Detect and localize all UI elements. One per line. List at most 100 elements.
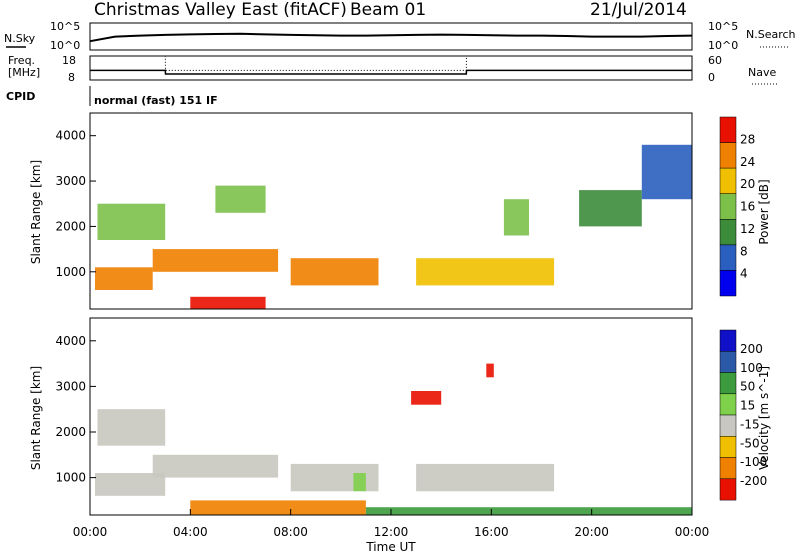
velocity-colorbar-swatch-1 (719, 351, 737, 373)
velocity-ytick-label-3: 4000 (55, 334, 86, 348)
velocity-region-0 (95, 473, 166, 496)
nave-line (90, 55, 692, 71)
x-tick-label-0: 00:00 (73, 525, 108, 539)
velocity-colorbar-swatch-3 (719, 393, 737, 416)
x-tick-label-2: 08:00 (273, 525, 308, 539)
velocity-colorbar-tick-1: 100 (740, 361, 763, 375)
velocity-region-6 (486, 363, 494, 378)
power-region-6 (416, 258, 555, 286)
power-colorbar-swatch-1 (719, 142, 737, 169)
velocity-region-7 (190, 500, 366, 515)
power-colorbar-tick-0: 4 (740, 267, 748, 281)
power-ytick-label-3: 4000 (55, 129, 86, 143)
power-colorbar-tick-2: 12 (740, 222, 755, 236)
freq-left-label-1: Freq. (8, 54, 35, 67)
freq-tick-top: 18 (62, 54, 76, 67)
power-region-1 (152, 249, 279, 272)
velocity-colorbar-tick-0: 200 (740, 342, 763, 356)
power-colorbar-swatch-2 (719, 167, 737, 194)
power-heatmap (95, 144, 692, 310)
velocity-colorbar-swatch-0 (719, 329, 737, 352)
noise-tick-top-right: 10^5 (708, 20, 738, 33)
power-region-0 (95, 267, 153, 290)
velocity-region-1 (152, 454, 279, 478)
velocity-ylabel: Slant Range [km] (29, 366, 43, 470)
power-colorbar: 4 8 12 16 20 24 28 (719, 116, 755, 297)
freq-panel-frame (89, 55, 693, 81)
power-colorbar-swatch-0 (719, 116, 737, 143)
power-colorbar-tick-4: 20 (740, 177, 755, 191)
velocity-region-9 (353, 473, 366, 492)
velocity-panel-frame (89, 317, 693, 516)
velocity-y-ticks: 1000 2000 3000 4000 (55, 334, 96, 485)
velocity-colorbar: 200 100 50 15 -15 -50 -100 -200 (719, 329, 767, 501)
x-tick-label-3: 12:00 (374, 525, 409, 539)
noise-tick-top-left: 10^5 (50, 20, 80, 33)
power-colorbar-tick-3: 16 (740, 200, 755, 214)
nave-tick-bottom: 0 (708, 71, 715, 84)
date-label: 21/Jul/2014 (590, 0, 687, 20)
x-tick-label-5: 20:00 (574, 525, 609, 539)
velocity-colorbar-tick-4: -15 (740, 417, 760, 431)
power-region-8 (579, 190, 642, 227)
velocity-ytick-label-0: 1000 (55, 471, 86, 485)
power-ytick-label-2: 3000 (55, 174, 86, 188)
x-tick-label-1: 04:00 (173, 525, 208, 539)
power-ylabel: Slant Range [km] (29, 160, 43, 264)
velocity-colorbar-tick-2: 50 (740, 380, 755, 394)
power-region-7 (503, 199, 529, 236)
power-ytick-label-0: 1000 (55, 265, 86, 279)
velocity-region-4 (416, 463, 555, 492)
noise-tick-bottom-left: 10^0 (50, 39, 80, 52)
power-colorbar-tick-1: 8 (740, 244, 748, 258)
velocity-region-5 (411, 391, 442, 405)
noise-tick-bottom-right: 10^0 (708, 39, 738, 52)
x-tick-label-6: 00:00 (675, 525, 710, 539)
velocity-colorbar-swatch-6 (719, 457, 737, 480)
power-panel-frame (89, 112, 693, 310)
velocity-region-2 (97, 409, 166, 446)
velocity-colorbar-swatch-7 (719, 478, 737, 501)
power-colorbar-swatch-4 (719, 219, 737, 246)
velocity-colorbar-tick-3: 15 (740, 399, 755, 413)
velocity-heatmap (95, 363, 692, 515)
power-region-9 (641, 144, 692, 200)
x-axis-label: Time UT (365, 540, 416, 554)
beam-label: Beam 01 (350, 0, 426, 20)
noise-right-label: N.Search (746, 28, 796, 41)
noise-sky-line (89, 32, 693, 43)
power-region-3 (290, 258, 379, 286)
velocity-region-8 (365, 507, 692, 515)
plot-title: Christmas Valley East (fitACF) (94, 0, 347, 20)
x-tick-label-4: 16:00 (474, 525, 509, 539)
x-axis-ticks: 00:00 04:00 08:00 12:00 16:00 20:00 00:00 (73, 509, 710, 539)
power-colorbar-swatch-3 (719, 193, 737, 220)
nave-label: Nave (748, 66, 776, 79)
cpid-label: CPID (6, 90, 35, 103)
power-region-5 (215, 185, 266, 213)
freq-line (90, 69, 692, 75)
power-colorbar-tick-6: 28 (740, 132, 755, 146)
velocity-colorbar-swatch-4 (719, 414, 737, 437)
power-y-ticks: 1000 2000 3000 4000 (55, 129, 96, 279)
velocity-colorbar-tick-6: -100 (740, 455, 767, 469)
velocity-ytick-label-1: 2000 (55, 425, 86, 439)
noise-left-label: N.Sky (4, 32, 36, 45)
velocity-colorbar-tick-7: -200 (740, 474, 767, 488)
velocity-colorbar-swatch-5 (719, 436, 737, 458)
power-region-4 (97, 203, 166, 240)
velocity-colorbar-swatch-2 (719, 372, 737, 395)
power-ytick-label-1: 2000 (55, 219, 86, 233)
freq-tick-bottom: 8 (68, 71, 75, 84)
power-colorbar-tick-5: 24 (740, 155, 755, 169)
power-colorbar-swatch-5 (719, 244, 737, 271)
freq-left-label-2: [MHz] (8, 66, 40, 79)
power-colorbar-label: Power [dB] (757, 179, 771, 244)
velocity-ytick-label-2: 3000 (55, 379, 86, 393)
nave-tick-top: 60 (708, 54, 722, 67)
velocity-colorbar-tick-5: -50 (740, 436, 760, 450)
power-colorbar-swatch-6 (719, 270, 737, 297)
velocity-colorbar-label: Velocity [m s^-1] (757, 366, 771, 470)
